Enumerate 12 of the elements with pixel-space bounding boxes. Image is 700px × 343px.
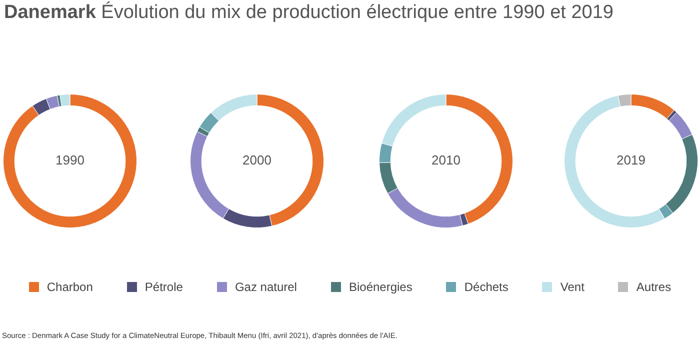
legend-label: Pétrole (144, 280, 183, 294)
chart-title: Danemark Évolution du mix de production électrique entre 1990 et 2019 (4, 2, 614, 24)
legend-label: Bioénergies (348, 280, 412, 294)
slice-label: 2000 (242, 152, 272, 168)
slice-label: 2010 (432, 152, 460, 168)
slice-label: 1990 (56, 152, 84, 168)
legend-label: Déchets (463, 280, 508, 294)
slice-label: 2019 (616, 152, 646, 168)
legend-label: Autres (635, 280, 672, 294)
legend-label: Vent (559, 280, 584, 294)
legend-label: Charbon (46, 280, 93, 294)
legend-label: Gaz naturel (234, 280, 297, 294)
